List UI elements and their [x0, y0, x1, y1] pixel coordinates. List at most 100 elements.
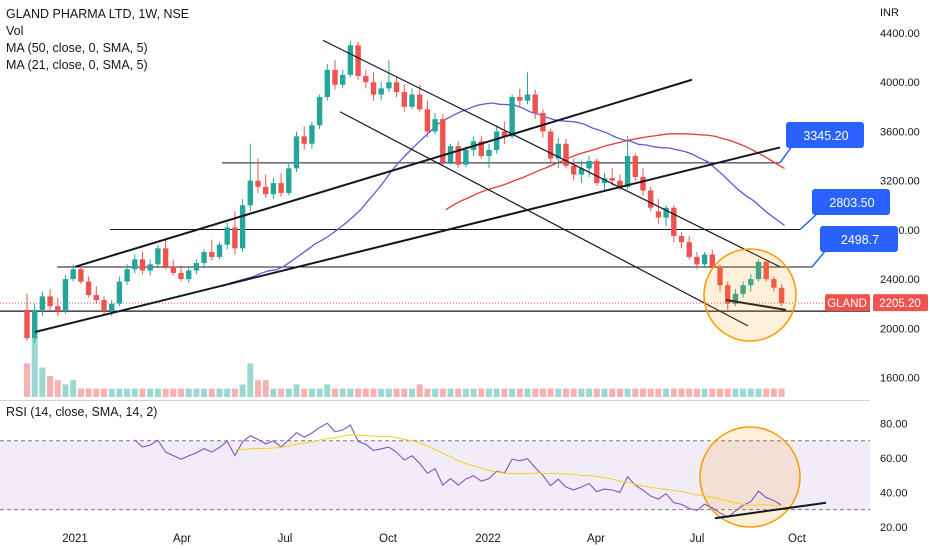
volume-bar	[686, 388, 693, 397]
rsi-trendline	[714, 501, 827, 520]
volume-bar	[31, 337, 38, 397]
volume-bar	[39, 367, 46, 397]
candle-body	[186, 270, 192, 280]
volume-bar	[455, 388, 462, 397]
candle-body	[617, 180, 623, 187]
pane-divider	[0, 400, 870, 401]
volume-bar	[755, 388, 762, 397]
volume-indicator-label: Vol	[6, 24, 24, 38]
candle-body	[293, 136, 300, 169]
price-tick-label: 2000.00	[880, 323, 920, 335]
candle-body	[139, 259, 146, 271]
volume-bar	[601, 388, 608, 397]
candle-body	[55, 306, 61, 312]
candle-body	[725, 285, 731, 304]
volume-bar	[224, 388, 231, 397]
candle-body	[239, 205, 246, 249]
time-tick-label: Apr	[587, 533, 605, 545]
candle-body	[648, 190, 654, 208]
candle-body	[509, 96, 515, 137]
volume-bar	[416, 384, 423, 397]
candle-body	[247, 180, 253, 206]
level-callout-label: 3345.20	[803, 129, 848, 143]
volume-bar	[362, 388, 369, 397]
candle-body	[501, 131, 508, 137]
candle-body	[571, 165, 577, 175]
candle-body	[85, 281, 92, 296]
volume-bar	[509, 388, 516, 397]
volume-bar	[432, 388, 439, 397]
volume-bar	[563, 388, 569, 397]
time-tick-label: Oct	[788, 533, 807, 545]
callout-pointer	[799, 212, 819, 231]
price-tick-label: 4000.00	[880, 77, 920, 89]
volume-bar	[586, 388, 593, 397]
volume-bar	[539, 388, 546, 397]
volume-bar	[131, 388, 138, 397]
ticker-label: GLAND	[827, 298, 867, 310]
chart-legend: GLAND PHARMA LTD, 1W, NSE Vol MA (50, cl…	[6, 6, 189, 74]
volume-bar	[147, 388, 154, 397]
volume-bar	[501, 388, 508, 397]
volume-bar	[740, 388, 747, 397]
volume-bar	[493, 388, 500, 397]
rsi-band	[0, 440, 870, 510]
candle-body	[270, 183, 277, 195]
volume-bar	[116, 388, 123, 397]
volume-bar	[385, 388, 392, 397]
volume-bar	[47, 376, 54, 397]
time-tick-label: Jul	[278, 533, 293, 545]
volume-bar	[247, 363, 254, 397]
volume-bar	[285, 388, 292, 397]
volume-bar	[193, 388, 200, 397]
candle-body	[717, 266, 723, 286]
candle-body	[540, 112, 546, 132]
volume-bar	[201, 388, 208, 397]
candle-body	[671, 207, 677, 237]
candle-body	[778, 287, 785, 304]
volume-bar	[593, 388, 600, 397]
price-tick-label: 2400.00	[880, 274, 920, 286]
time-tick-label: Jul	[690, 533, 705, 545]
candle-body	[39, 296, 46, 310]
rsi-ma-line	[234, 434, 782, 507]
volume-bar	[486, 388, 492, 397]
candle-body	[732, 293, 739, 304]
ma50-line	[445, 133, 785, 211]
highlight-circle	[703, 248, 797, 342]
candle-body	[70, 269, 76, 280]
volume-bar	[332, 388, 338, 397]
volume-bar	[154, 388, 161, 397]
candle-body	[748, 279, 754, 286]
candle-body	[216, 244, 223, 257]
volume-bar	[139, 388, 146, 397]
candle-body	[771, 279, 777, 288]
candle-body	[694, 256, 700, 265]
volume-bar	[447, 388, 454, 397]
candle-body	[93, 295, 99, 301]
volume-bar	[470, 388, 477, 397]
candle-body	[116, 281, 123, 304]
level-callout-label: 2803.50	[829, 196, 874, 210]
volume-bar	[124, 388, 131, 397]
ticker-tag	[825, 294, 870, 312]
price-tick-label: 3600.00	[880, 126, 920, 138]
volume-bar	[24, 363, 30, 397]
candle-body	[524, 94, 531, 101]
candle-body	[209, 252, 215, 257]
level-callout	[820, 226, 898, 252]
volume-bar	[678, 388, 685, 397]
candle-body	[355, 45, 361, 77]
volume-bar	[378, 388, 385, 397]
ma21-line	[222, 102, 785, 287]
volume-bar	[270, 388, 277, 397]
rsi-tick-label: 40.00	[880, 487, 908, 499]
volume-bar	[216, 388, 223, 397]
volume-bar	[239, 384, 246, 397]
candle-body	[640, 176, 646, 191]
rsi-tick-label: 80.00	[880, 419, 908, 431]
volume-bar	[185, 388, 192, 397]
candle-body	[286, 168, 292, 193]
